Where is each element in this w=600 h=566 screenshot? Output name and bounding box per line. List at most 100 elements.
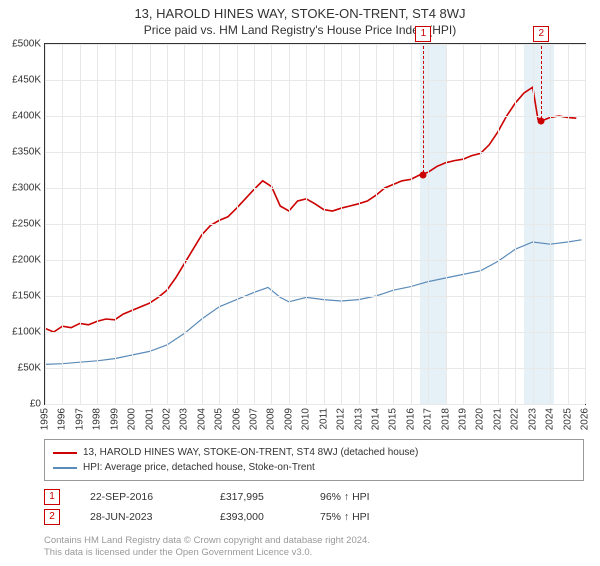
- gridline-h: [45, 44, 585, 45]
- legend-label: HPI: Average price, detached house, Stok…: [83, 460, 315, 475]
- chart-title: 13, HAROLD HINES WAY, STOKE-ON-TRENT, ST…: [0, 6, 600, 21]
- xtick-label: 2021: [492, 408, 503, 430]
- chart-plot-area: £0£50K£100K£150K£200K£250K£300K£350K£400…: [44, 43, 586, 405]
- xtick-label: 2003: [179, 408, 190, 430]
- gridline-v: [219, 44, 220, 404]
- gridline-v: [97, 44, 98, 404]
- legend-label: 13, HAROLD HINES WAY, STOKE-ON-TRENT, ST…: [83, 445, 418, 460]
- row-marker-icon: 2: [44, 509, 60, 525]
- row-date: 28-JUN-2023: [90, 507, 190, 527]
- xtick-label: 2026: [580, 408, 591, 430]
- xtick-label: 2022: [510, 408, 521, 430]
- table-row: 1 22-SEP-2016 £317,995 96% ↑ HPI: [44, 487, 584, 507]
- ytick-label: £500K: [12, 39, 41, 50]
- ytick-label: £350K: [12, 147, 41, 158]
- marker-box-icon: 2: [533, 26, 549, 42]
- ytick-label: £300K: [12, 183, 41, 194]
- marker-dot-icon: [538, 118, 545, 125]
- xtick-label: 2012: [336, 408, 347, 430]
- gridline-h: [45, 404, 585, 405]
- gridline-v: [80, 44, 81, 404]
- xtick-label: 2008: [266, 408, 277, 430]
- ytick-label: £250K: [12, 219, 41, 230]
- gridline-v: [132, 44, 133, 404]
- xtick-label: 2019: [458, 408, 469, 430]
- gridline-h: [45, 260, 585, 261]
- xtick-label: 2023: [527, 408, 538, 430]
- xtick-label: 2006: [231, 408, 242, 430]
- gridline-v: [237, 44, 238, 404]
- ytick-label: £100K: [12, 327, 41, 338]
- footer-line: Contains HM Land Registry data © Crown c…: [44, 535, 584, 547]
- gridline-h: [45, 116, 585, 117]
- gridline-v: [463, 44, 464, 404]
- xtick-label: 2002: [161, 408, 172, 430]
- gridline-v: [341, 44, 342, 404]
- ytick-label: £50K: [18, 363, 41, 374]
- footer-attribution: Contains HM Land Registry data © Crown c…: [44, 535, 584, 559]
- xtick-label: 2025: [562, 408, 573, 430]
- gridline-v: [585, 44, 586, 404]
- gridline-v: [202, 44, 203, 404]
- ytick-label: £450K: [12, 75, 41, 86]
- xtick-label: 2009: [283, 408, 294, 430]
- gridline-v: [62, 44, 63, 404]
- gridline-h: [45, 188, 585, 189]
- ytick-label: £200K: [12, 255, 41, 266]
- legend-swatch: [53, 452, 77, 454]
- gridline-v: [167, 44, 168, 404]
- series-line-hpi: [45, 240, 582, 365]
- xtick-label: 2013: [353, 408, 364, 430]
- legend-swatch: [53, 467, 77, 469]
- xtick-label: 2007: [249, 408, 260, 430]
- gridline-v: [498, 44, 499, 404]
- xtick-label: 2005: [214, 408, 225, 430]
- row-pct: 75% ↑ HPI: [320, 507, 410, 527]
- gridline-v: [568, 44, 569, 404]
- ytick-label: £150K: [12, 291, 41, 302]
- gridline-v: [428, 44, 429, 404]
- transaction-table: 1 22-SEP-2016 £317,995 96% ↑ HPI 2 28-JU…: [44, 487, 584, 527]
- gridline-v: [115, 44, 116, 404]
- gridline-v: [533, 44, 534, 404]
- gridline-v: [411, 44, 412, 404]
- gridline-v: [324, 44, 325, 404]
- row-marker-icon: 1: [44, 489, 60, 505]
- gridline-v: [550, 44, 551, 404]
- gridline-v: [45, 44, 46, 404]
- xtick-label: 1997: [74, 408, 85, 430]
- xtick-label: 1996: [57, 408, 68, 430]
- gridline-h: [45, 332, 585, 333]
- chart-legend: 13, HAROLD HINES WAY, STOKE-ON-TRENT, ST…: [44, 439, 584, 481]
- gridline-v: [359, 44, 360, 404]
- xtick-label: 1995: [40, 408, 51, 430]
- xtick-label: 2000: [127, 408, 138, 430]
- marker-dot-icon: [420, 172, 427, 179]
- xtick-label: 2015: [388, 408, 399, 430]
- xtick-label: 2017: [423, 408, 434, 430]
- xtick-label: 1998: [92, 408, 103, 430]
- xtick-label: 2024: [545, 408, 556, 430]
- gridline-h: [45, 368, 585, 369]
- gridline-v: [446, 44, 447, 404]
- row-price: £317,995: [220, 487, 290, 507]
- ytick-label: £400K: [12, 111, 41, 122]
- gridline-v: [306, 44, 307, 404]
- row-pct: 96% ↑ HPI: [320, 487, 410, 507]
- xtick-label: 2010: [301, 408, 312, 430]
- gridline-v: [393, 44, 394, 404]
- row-date: 22-SEP-2016: [90, 487, 190, 507]
- marker-line: [423, 46, 424, 173]
- xtick-label: 1999: [109, 408, 120, 430]
- row-price: £393,000: [220, 507, 290, 527]
- xtick-label: 2016: [405, 408, 416, 430]
- xtick-label: 2001: [144, 408, 155, 430]
- xtick-label: 2018: [440, 408, 451, 430]
- gridline-v: [289, 44, 290, 404]
- gridline-v: [271, 44, 272, 404]
- marker-box-icon: 1: [415, 26, 431, 42]
- gridline-h: [45, 152, 585, 153]
- gridline-h: [45, 80, 585, 81]
- xtick-label: 2004: [196, 408, 207, 430]
- marker-line: [541, 46, 542, 119]
